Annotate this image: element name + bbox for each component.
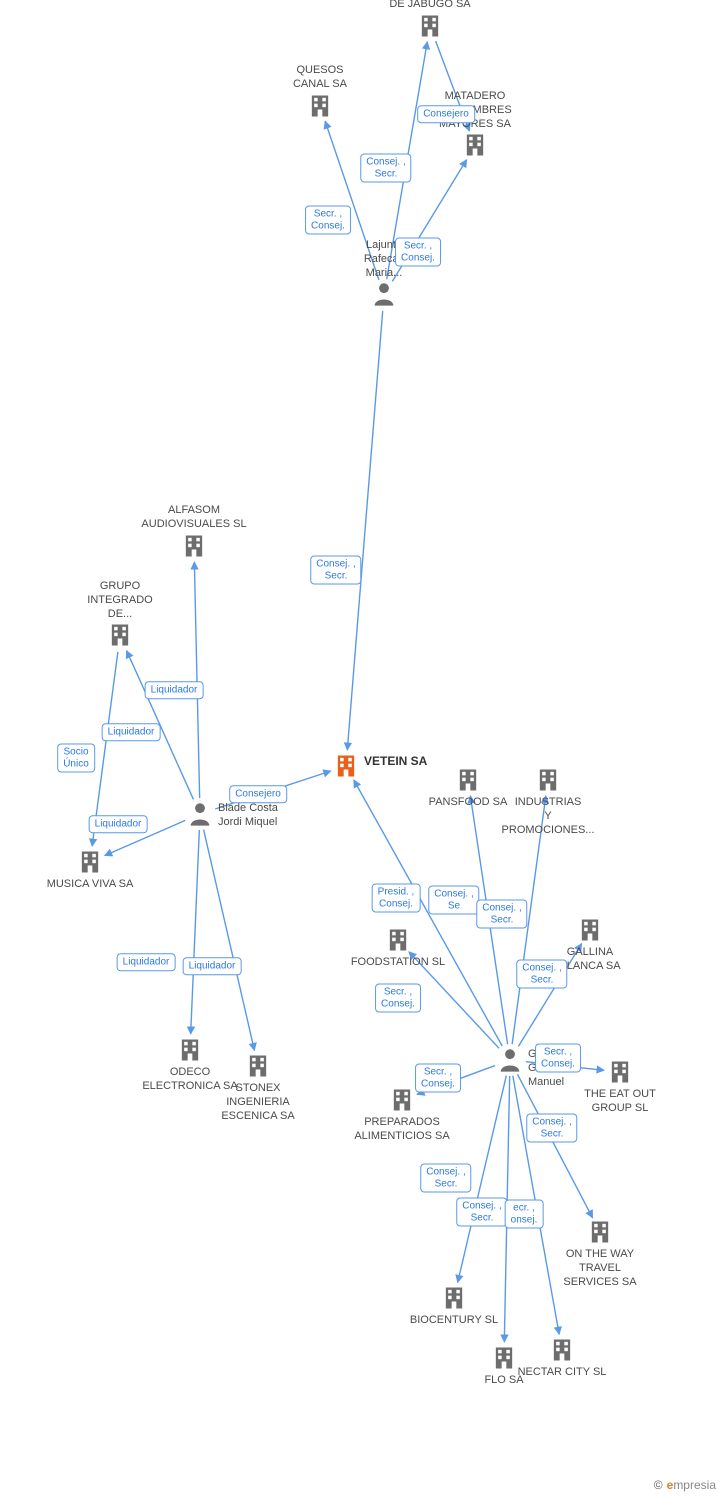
edge-label: Liquidador [89,815,148,833]
node-quesos[interactable]: QUESOSCANAL SA [260,64,380,122]
copyright: © [654,1478,663,1492]
edge [191,830,200,1034]
edge-label: Liquidador [145,681,204,699]
building-icon [388,1086,416,1114]
edge-label: ecr. ,onsej. [505,1200,544,1229]
node-label: QUESOSCANAL SA [260,64,380,92]
building-icon [548,1336,576,1364]
node-grupo[interactable]: GRUPOINTEGRADODE... [60,580,180,651]
building-icon [576,916,604,944]
node-label: NECTAR CITY SL [502,1366,622,1380]
footer: © empresia [654,1478,716,1492]
node-onway[interactable]: ON THE WAYTRAVELSERVICES SA [540,1218,660,1289]
building-icon [440,1284,468,1312]
node-label: THE EAT OUTGROUP SL [560,1088,680,1116]
brand: empresia [667,1478,716,1492]
node-stonex[interactable]: STONEXINGENIERIAESCENICA SA [198,1052,318,1123]
building-icon [332,752,360,780]
building-icon [606,1058,634,1086]
edge-label: Secr. ,Consej. [305,206,351,235]
diagram-canvas: CONSORCIODE JABUGO SA QUESOSCANAL SA MATAD… [0,0,728,1500]
edge-label: Consej. ,Secr. [526,1114,577,1143]
node-label: Blade CostaJordi Miquel [218,802,278,830]
edge-label: Presid. ,Consej. [372,884,421,913]
node-label: INDUSTRIASYPROMOCIONES... [488,796,608,837]
edge-label: Consej. ,Secr. [420,1164,471,1193]
person-icon [186,800,214,828]
edge-label: Consej. ,Secr. [310,556,361,585]
node-musica[interactable]: MUSICA VIVA SA [30,848,150,892]
node-label: BIOCENTURY SL [394,1314,514,1328]
edge-label: Liquidador [117,953,176,971]
edge-label: Consejero [229,785,287,803]
edge-label: Liquidador [183,957,242,975]
edge-label: Consej. ,Secr. [456,1198,507,1227]
building-icon [416,12,444,40]
node-nectar[interactable]: NECTAR CITY SL [502,1336,622,1380]
building-icon [76,848,104,876]
person-icon [496,1046,524,1074]
building-icon [306,92,334,120]
edge-label: SocioÚnico [57,744,95,773]
edge-label: Secr. ,Consej. [535,1044,581,1073]
node-label: PREPARADOSALIMENTICIOS SA [342,1116,462,1144]
node-label: ALFASOMAUDIOVISUALES SL [134,504,254,532]
edge-label: Secr. ,Consej. [415,1064,461,1093]
node-foodstation[interactable]: FOODSTATION SL [338,926,458,970]
node-label: ON THE WAYTRAVELSERVICES SA [540,1248,660,1289]
edge-label: Secr. ,Consej. [395,238,441,267]
edge-label: Consej. ,Secr. [516,960,567,989]
edge [194,562,199,798]
node-matadero[interactable]: MATADERODE CUMBRESMAYORES SA [415,90,535,161]
building-icon [586,1218,614,1246]
building-icon [454,766,482,794]
edge-label: Liquidador [102,723,161,741]
edge [204,830,255,1051]
edge-label: Consej. ,Se [428,886,479,915]
edge-label: Consej. ,Secr. [476,900,527,929]
edge-label: Consejero [417,105,475,123]
node-label: MUSICA VIVA SA [30,878,150,892]
edge-label: Secr. ,Consej. [375,984,421,1013]
node-preparados[interactable]: PREPARADOSALIMENTICIOS SA [342,1086,462,1144]
building-icon [106,621,134,649]
node-industrias[interactable]: INDUSTRIASYPROMOCIONES... [488,766,608,837]
node-label: CONSORCIODE JABUGO SA [370,0,490,12]
node-blade[interactable]: Blade CostaJordi Miquel [186,800,278,830]
building-icon [384,926,412,954]
building-icon [461,131,489,159]
person-icon [370,280,398,308]
edge [347,311,382,750]
node-label: STONEXINGENIERIAESCENICA SA [198,1082,318,1123]
building-icon [534,766,562,794]
building-icon [244,1052,272,1080]
node-label: GRUPOINTEGRADODE... [60,580,180,621]
node-biocentury[interactable]: BIOCENTURY SL [394,1284,514,1328]
node-label: FOODSTATION SL [338,956,458,970]
edge-label: Consej. ,Secr. [360,154,411,183]
building-icon [180,532,208,560]
node-alfasom[interactable]: ALFASOMAUDIOVISUALES SL [134,504,254,562]
node-consorcio[interactable]: CONSORCIODE JABUGO SA [370,0,490,42]
